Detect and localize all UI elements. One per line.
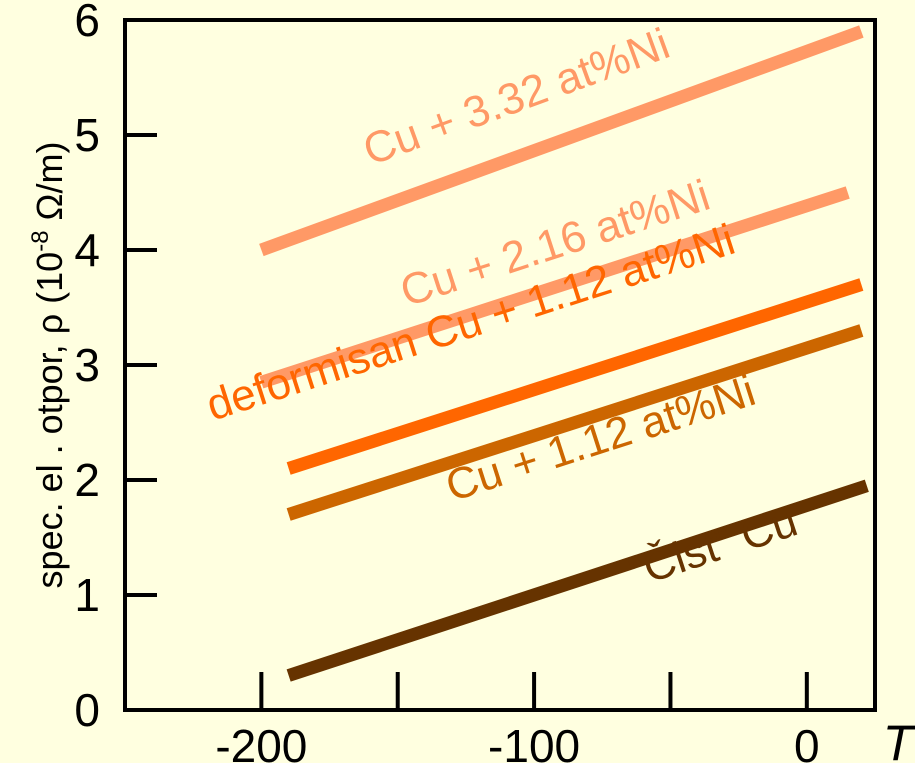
series-line	[286, 479, 869, 682]
x-ticks: -200 -100 0	[123, 672, 820, 763]
series-lines	[259, 25, 869, 682]
series-line	[286, 324, 864, 521]
y-tick-label: 1	[74, 569, 100, 621]
y-ticks: 0 1 2 3 4 5 6	[74, 0, 157, 736]
y-axis-title-unit: Ω/m)	[29, 142, 70, 231]
series-line	[259, 186, 850, 389]
x-axis-title: T	[883, 715, 915, 763]
y-tick-label: 4	[74, 224, 100, 276]
y-axis-title-text: spec. el . otpor, ρ (10	[29, 252, 70, 589]
series-line	[259, 25, 864, 257]
series-label: “Čist” Cu	[623, 496, 803, 598]
x-tick-label: -100	[488, 720, 580, 763]
y-tick-label: 3	[74, 339, 100, 391]
series-line	[286, 278, 864, 475]
y-axis-title: spec. el . otpor, ρ (10-8 Ω/m)	[27, 142, 70, 589]
x-tick-label: -200	[215, 720, 307, 763]
y-tick-label: 2	[74, 454, 100, 506]
y-axis-title-exponent: -8	[27, 230, 54, 251]
y-tick-label: 0	[74, 684, 100, 736]
series-label: Cu + 1.12 at%Ni	[440, 366, 761, 511]
y-tick-label: 6	[74, 0, 100, 46]
y-tick-label: 5	[74, 109, 100, 161]
x-tick-label: 0	[794, 720, 820, 763]
